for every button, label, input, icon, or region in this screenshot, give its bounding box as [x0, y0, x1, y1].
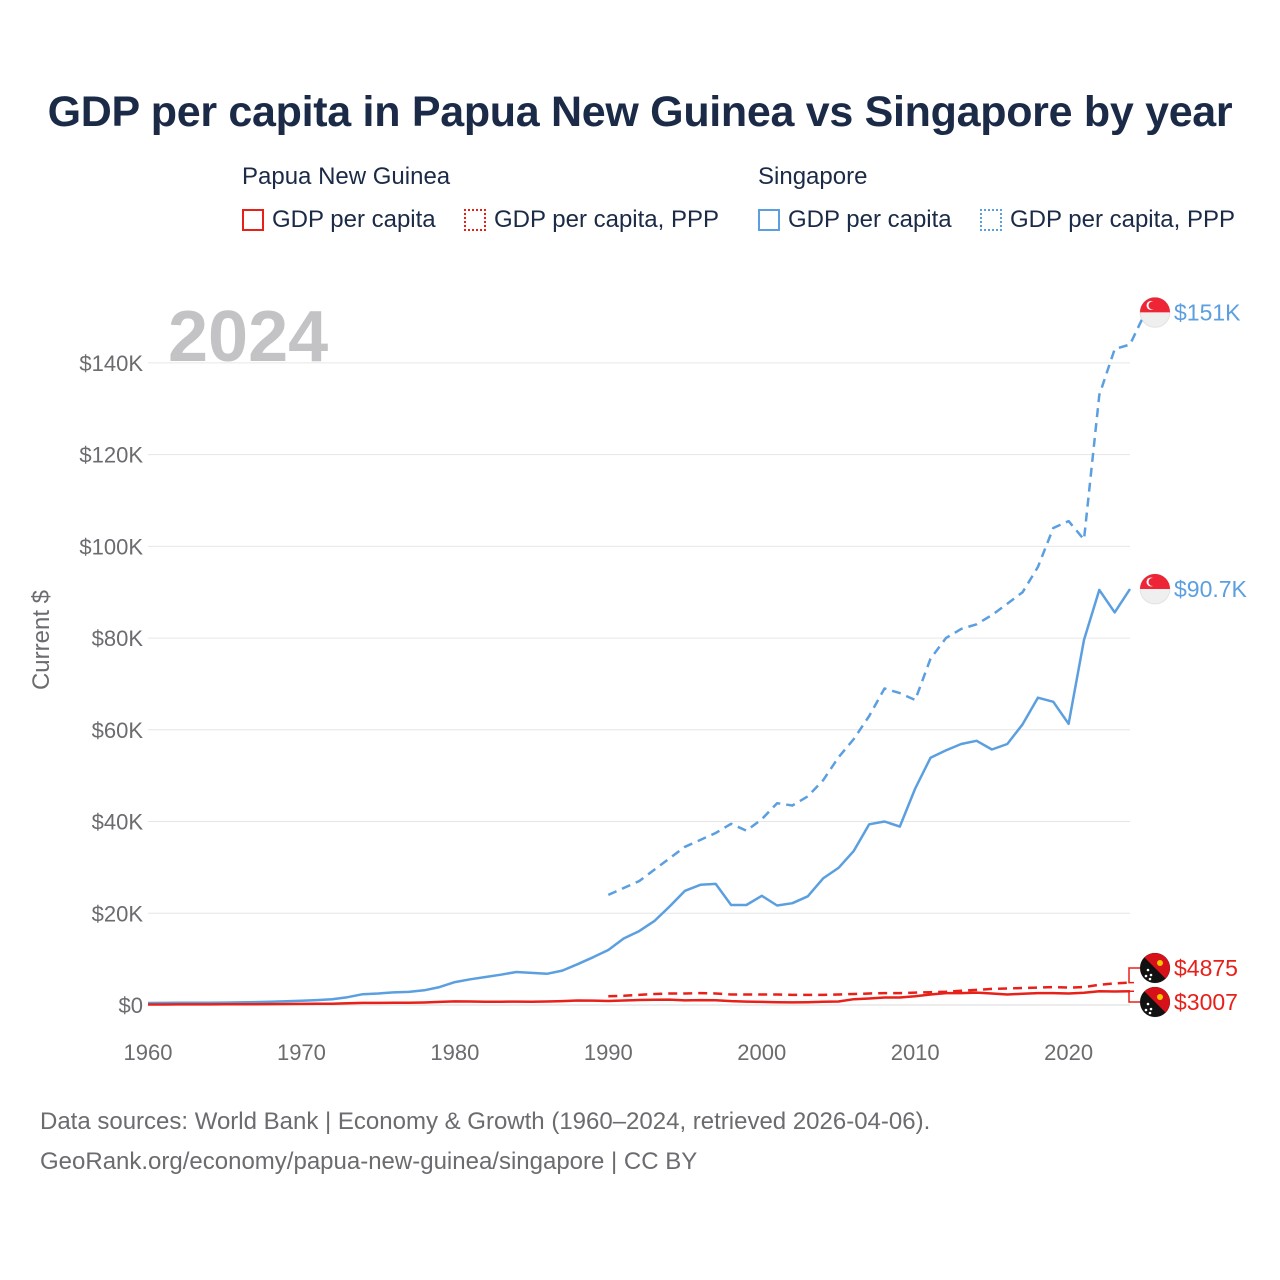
y-tick-label: $60K [92, 718, 144, 743]
flag-star [1149, 1007, 1153, 1011]
x-tick-label: 1990 [584, 1040, 633, 1065]
end-label-papua-new-guinea-gdp-per-capita-ppp: $4875 [1174, 955, 1238, 981]
footer-sources: Data sources: World Bank | Economy & Gro… [40, 1108, 931, 1135]
y-tick-labels: $0 $20K $40K $60K $80K $100K $120K $140K [79, 351, 143, 1018]
flag-star [1144, 974, 1148, 978]
flag-ring [1139, 952, 1171, 984]
grid-layer [148, 362, 1130, 1006]
x-tick-label: 1980 [430, 1040, 479, 1065]
x-tick-label: 2020 [1044, 1040, 1093, 1065]
flag-star [1146, 1002, 1150, 1006]
x-tick-label: 2000 [737, 1040, 786, 1065]
flag-bird [1157, 994, 1163, 1000]
y-tick-label: $40K [92, 810, 144, 835]
flag-ring [1139, 573, 1171, 605]
flag-crescent-cut [1148, 301, 1157, 310]
legend-sgp-gdp-ppp[interactable]: GDP per capita, PPP [980, 204, 1235, 236]
flag-white-half [1140, 312, 1170, 328]
legend-swatch-sgp-gdp [758, 209, 780, 231]
y-tick-label: $100K [79, 534, 143, 559]
leader-line-papua-new-guinea-gdp-per-capita [1128, 990, 1140, 1003]
legend-sgp-gdp[interactable]: GDP per capita [758, 204, 952, 236]
flag-star [1144, 1008, 1148, 1012]
end-label-singapore-gdp-per-capita: $90.7K [1174, 576, 1248, 602]
flag-star [1148, 977, 1152, 981]
flag-white-half [1140, 588, 1170, 604]
y-tick-label: $0 [119, 993, 143, 1018]
legend-swatch-sgp-gdp-ppp [980, 209, 1002, 231]
x-tick-labels: 1960 1970 1980 1990 2000 2010 2020 [124, 1040, 1094, 1065]
end-label-singapore-gdp-per-capita-ppp: $151K [1174, 299, 1241, 325]
flag-star [1146, 968, 1150, 972]
flag-red-triangle [1140, 953, 1170, 983]
flag-ring [1139, 986, 1171, 1018]
y-tick-label: $140K [79, 351, 143, 376]
flag-star [1148, 1011, 1152, 1015]
x-tick-label: 1960 [124, 1040, 173, 1065]
legend-swatch-png-gdp-ppp [464, 209, 486, 231]
series-line-papua-new-guinea-gdp-per-capita-ppp [608, 981, 1131, 998]
y-tick-label: $20K [92, 901, 144, 926]
flag-papua-new-guinea [1139, 952, 1171, 984]
legend-label-sgp-gdp: GDP per capita [788, 206, 952, 233]
legend-swatch-png-gdp [242, 209, 264, 231]
year-marker: 2024 [168, 297, 329, 377]
series-layer [147, 311, 1147, 1006]
flag-red-triangle [1140, 987, 1170, 1017]
flag-star [1149, 973, 1153, 977]
flag-papua-new-guinea [1139, 986, 1171, 1018]
flag-ring [1139, 296, 1171, 328]
x-tick-label: 2010 [891, 1040, 940, 1065]
legend-label-sgp-gdp-ppp: GDP per capita, PPP [1010, 206, 1235, 233]
leader-line-papua-new-guinea-gdp-per-capita-ppp [1128, 967, 1140, 984]
x-tick-label: 1970 [277, 1040, 326, 1065]
end-label-papua-new-guinea-gdp-per-capita: $3007 [1174, 989, 1238, 1015]
legend-group-singapore: Singapore [758, 163, 868, 190]
legend-label-png-gdp: GDP per capita [272, 206, 436, 233]
y-tick-label: $120K [79, 443, 143, 468]
footer-link[interactable]: GeoRank.org/economy/papua-new-guinea/sin… [40, 1148, 698, 1175]
series-line-papua-new-guinea-gdp-per-capita [148, 989, 1131, 1006]
legend-label-png-gdp-ppp: GDP per capita, PPP [494, 206, 719, 233]
flag-singapore [1139, 296, 1171, 328]
series-line-singapore-gdp-per-capita-ppp [607, 311, 1147, 897]
flag-bird [1157, 960, 1163, 966]
flag-crescent-cut [1148, 577, 1157, 586]
y-tick-label: $80K [92, 626, 144, 651]
legend-png-gdp[interactable]: GDP per capita [242, 204, 436, 236]
end-labels: $151K $90.7K $4875 $3007 [1128, 296, 1248, 1018]
series-line-singapore-gdp-per-capita [147, 588, 1132, 1005]
legend-png-gdp-ppp[interactable]: GDP per capita, PPP [464, 204, 719, 236]
chart-title: GDP per capita in Papua New Guinea vs Si… [47, 88, 1233, 136]
flag-singapore [1139, 573, 1171, 605]
legend-group-png: Papua New Guinea [242, 163, 451, 190]
